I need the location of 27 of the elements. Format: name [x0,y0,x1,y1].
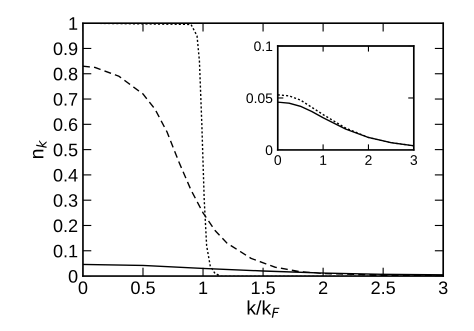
y-tick-label: 0.4 [54,168,78,182]
x-tick-label: 2 [365,155,372,165]
x-tick-label: 0 [78,281,88,294]
y-tick-label: 0 [68,270,78,283]
y-tick-label: 0.2 [54,219,78,232]
x-tick-label: 0 [274,155,282,166]
y-tick-label: 0.8 [54,68,78,80]
x-tick-label: 1.5 [252,282,275,294]
y-tick-label: 0.1 [254,41,272,52]
y-tick-label: 0.3 [54,194,78,207]
x-tick-label: 1 [320,155,326,165]
x-tick-label: 2 [319,281,328,294]
y-tick-label: 0 [266,145,272,156]
x-tick-label: 0.5 [131,281,155,294]
x-tick-label: 2.5 [372,281,395,294]
y-axis-title: n$_{k}$ [32,140,47,158]
x-tick-label: 1 [199,282,208,294]
y-tick-label: 0.7 [54,92,78,106]
y-tick-label: 0.05 [246,93,272,104]
x-axis-title: k/k$_{F}$ [248,300,280,318]
y-tick-label: 0.9 [54,42,78,56]
x-tick-label: 3 [438,281,448,294]
y-tick-label: 1 [69,17,78,30]
y-tick-label: 0.1 [54,244,78,258]
x-tick-label: 3 [410,155,418,166]
y-tick-label: 0.5 [54,144,78,156]
y-tick-label: 0.6 [54,118,78,132]
